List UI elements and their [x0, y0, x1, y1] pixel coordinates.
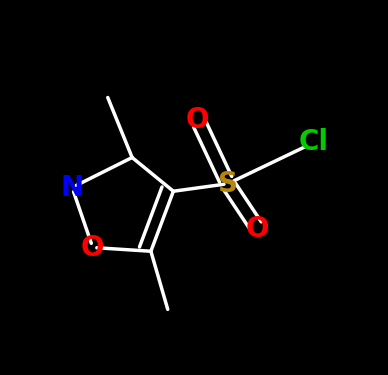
Text: S: S [218, 170, 238, 198]
Text: O: O [81, 234, 104, 261]
Text: O: O [246, 215, 270, 243]
Text: N: N [61, 174, 84, 201]
Text: O: O [186, 106, 210, 134]
Text: Cl: Cl [299, 129, 329, 156]
